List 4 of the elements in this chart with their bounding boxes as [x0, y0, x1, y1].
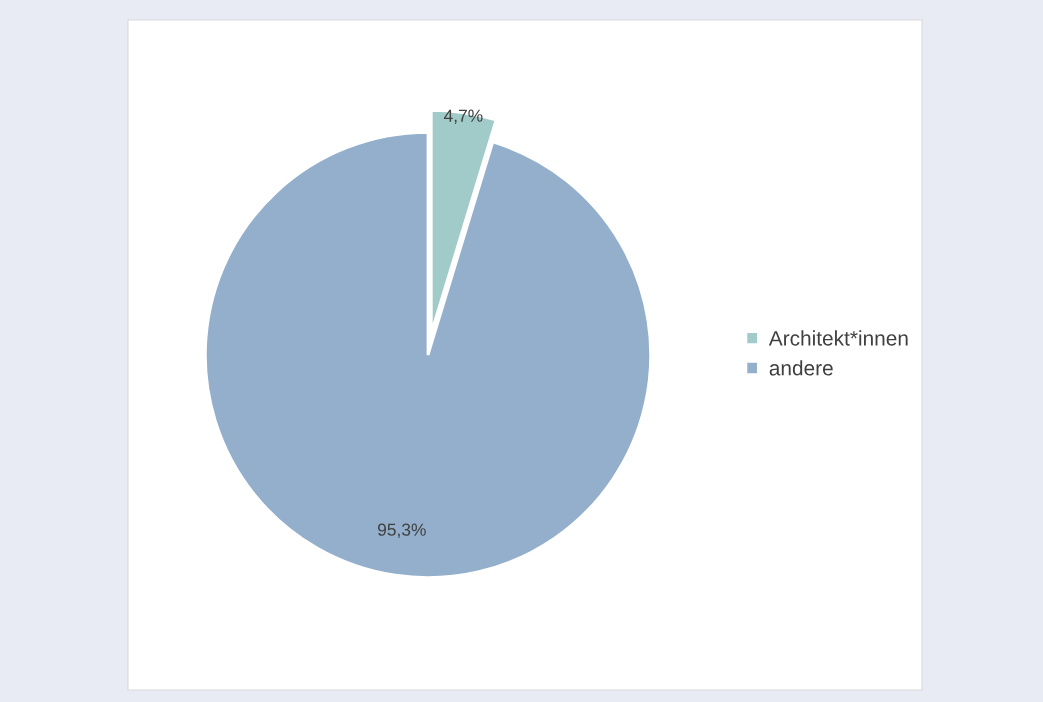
legend-label: andere — [769, 360, 833, 376]
legend-label: Architekt*innen — [768, 330, 908, 346]
data-label: 95,3% — [378, 523, 426, 538]
data-label: 4,7% — [443, 109, 483, 124]
